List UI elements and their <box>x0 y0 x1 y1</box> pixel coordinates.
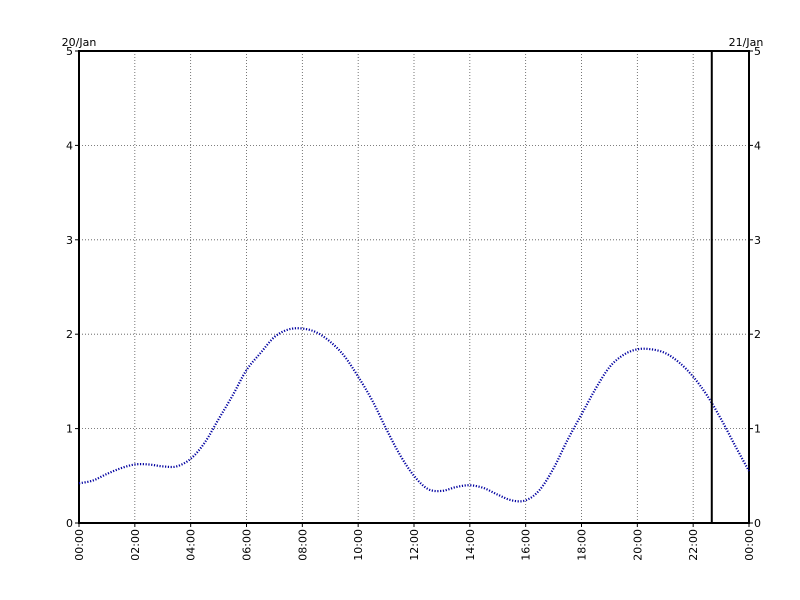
x-tick-label: 08:00 <box>296 529 309 561</box>
y-tick-label-left: 4 <box>66 139 73 152</box>
x-tick-label: 04:00 <box>185 529 198 561</box>
x-tick-label: 16:00 <box>520 529 533 561</box>
y-tick-label-right: 3 <box>754 234 761 247</box>
y-tick-label-right: 2 <box>754 328 761 341</box>
x-tick-label: 00:00 <box>73 529 86 561</box>
x-tick-label: 12:00 <box>408 529 421 561</box>
y-tick-label-right: 0 <box>754 517 761 530</box>
y-tick-label-left: 2 <box>66 328 73 341</box>
y-tick-label-right: 4 <box>754 139 761 152</box>
start-date-label: 20/Jan <box>62 36 97 49</box>
tick-marks <box>75 50 753 527</box>
x-tick-label: 22:00 <box>687 529 700 561</box>
end-date-label: 21/Jan <box>729 36 764 49</box>
x-tick-label: 20:00 <box>631 529 644 561</box>
x-tick-label: 10:00 <box>352 529 365 561</box>
y-tick-label-right: 5 <box>754 45 761 58</box>
y-tick-label-left: 5 <box>66 45 73 58</box>
x-tick-label: 00:00 <box>743 529 756 561</box>
y-tick-label-left: 0 <box>66 517 73 530</box>
grid-lines <box>79 51 749 523</box>
y-tick-label-right: 1 <box>754 423 761 436</box>
tick-labels: 00:00 02:00 04:00 06:00 08:00 10:00 12:00 14:00… <box>66 45 761 561</box>
y-tick-label-left: 3 <box>66 234 73 247</box>
y-tick-label-left: 1 <box>66 423 73 436</box>
plot-frame <box>78 50 750 524</box>
x-tick-label: 14:00 <box>464 529 477 561</box>
x-tick-label: 06:00 <box>241 529 254 561</box>
x-tick-label: 18:00 <box>576 529 589 561</box>
x-tick-label: 02:00 <box>129 529 142 561</box>
